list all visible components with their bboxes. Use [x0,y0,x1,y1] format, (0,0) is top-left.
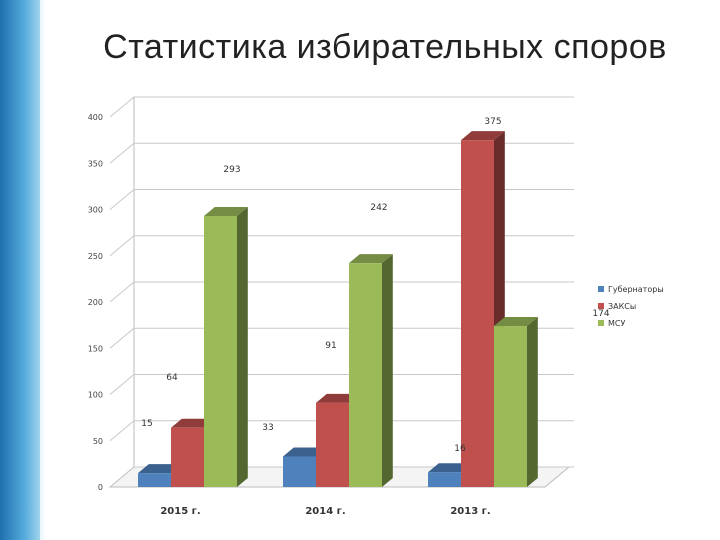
bar-front-face [138,473,171,487]
y-tick-label: 100 [88,391,103,400]
bar-front-face [349,263,382,487]
bars-layer [138,131,538,487]
bar-front-face [428,472,461,487]
bar-front-face [171,427,204,487]
y-tick-label: 200 [88,298,103,307]
bar [349,254,393,487]
y-tick-label: 300 [88,206,103,215]
y-tick-label: 50 [93,437,103,446]
bar-side-face [382,254,393,487]
y-tick-label: 150 [88,344,103,353]
bar-front-face [316,402,349,487]
y-tick-label: 400 [88,113,103,122]
data-label: 15 [141,419,152,429]
data-label: 91 [325,341,336,351]
y-axis-ticks: 0 50 100 150 200 250 300 350 400 [88,113,103,492]
data-label: 242 [370,203,387,213]
x-category-label: 2014 г. [305,506,345,517]
x-axis-categories: 2015 г. 2014 г. 2013 г. [160,506,490,517]
data-label: 174 [592,309,609,319]
bar-front-face [204,215,237,487]
gridline [109,374,574,395]
bar-top-face [283,447,327,457]
legend-label: ЗАКСы [608,302,636,311]
data-label: 293 [223,165,240,175]
bar-top-face [461,131,505,141]
bar-front-face [283,456,316,487]
legend-swatch [598,286,604,292]
y-tick-label: 0 [98,483,103,492]
bar-side-face [527,317,538,487]
bar-top-face [494,317,538,327]
bar-top-face [349,254,393,264]
bar-top-face [171,418,215,428]
data-label: 64 [166,373,178,383]
gridline [109,281,574,303]
gridline [109,235,574,257]
bar [494,317,538,487]
gridline [109,327,574,349]
legend-label: Губернаторы [608,285,664,294]
bar-top-face [204,206,248,216]
gridline [109,142,574,164]
legend-label: МСУ [608,319,625,328]
bar-front-face [494,326,527,487]
bar-side-face [237,206,248,487]
data-labels-layer: 15 64 293 33 91 242 16 375 174 [141,117,610,454]
data-label: 16 [454,444,466,454]
bar-front-face [461,140,494,487]
bar-top-face [316,393,360,403]
bar [204,206,248,487]
data-label: 375 [484,117,501,127]
legend-swatch [598,303,604,309]
bar-top-face [428,463,472,473]
gridline [109,420,574,442]
decorative-side-band [0,0,46,540]
gridline [109,96,574,118]
bar-top-face [138,464,182,474]
slide-title: Статистика избирательных споров [103,28,667,66]
y-tick-label: 350 [88,159,103,168]
gridline [109,466,574,488]
x-category-label: 2015 г. [160,506,200,517]
legend-swatch [598,320,604,326]
x-category-label: 2013 г. [450,506,490,517]
gridline [109,189,574,210]
legend: Губернаторы ЗАКСы МСУ [598,285,664,328]
y-tick-label: 250 [88,252,103,261]
data-label: 33 [262,423,273,433]
